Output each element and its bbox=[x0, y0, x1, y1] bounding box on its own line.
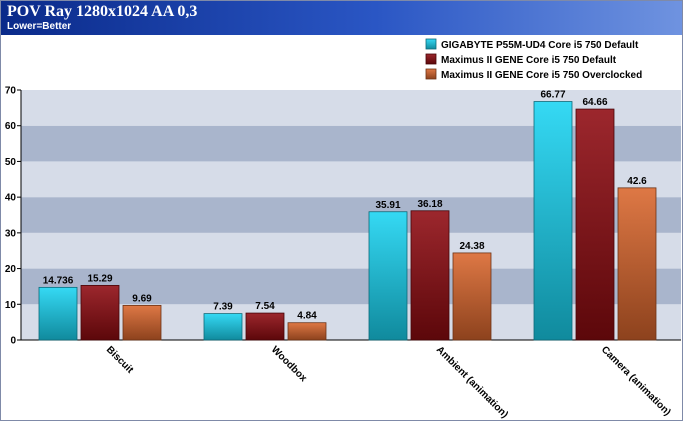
bar bbox=[410, 210, 450, 341]
bar bbox=[38, 286, 78, 341]
legend-label: GIGABYTE P55M-UD4 Core i5 750 Default bbox=[441, 40, 639, 51]
bar bbox=[287, 322, 327, 341]
legend-swatch bbox=[425, 68, 437, 80]
chart-subtitle: Lower=Better bbox=[7, 21, 72, 32]
legend-label: Maximus II GENE Core i5 750 Default bbox=[441, 55, 617, 66]
category-label: Camera (animation) bbox=[599, 344, 673, 418]
chart-title: POV Ray 1280x1024 AA 0,3 bbox=[7, 3, 198, 20]
y-tick-label: 40 bbox=[5, 193, 17, 204]
category-label: Woodbox bbox=[269, 344, 309, 384]
legend-swatch bbox=[425, 53, 437, 65]
y-tick-label: 50 bbox=[5, 157, 17, 168]
bar bbox=[245, 312, 285, 341]
bar bbox=[80, 284, 120, 341]
data-label: 36.18 bbox=[417, 199, 442, 210]
bars bbox=[38, 101, 657, 341]
y-tick-label: 20 bbox=[5, 264, 17, 275]
data-label: 15.29 bbox=[87, 273, 112, 284]
data-label: 7.54 bbox=[255, 301, 275, 312]
y-tick-label: 30 bbox=[5, 228, 17, 239]
category-label: Ambient (animation) bbox=[434, 344, 510, 420]
bar bbox=[368, 211, 408, 341]
y-tick-label: 10 bbox=[5, 300, 17, 311]
data-label: 64.66 bbox=[582, 97, 607, 108]
legend: GIGABYTE P55M-UD4 Core i5 750 Default Max… bbox=[425, 38, 642, 81]
y-tick-label: 70 bbox=[5, 86, 17, 97]
category-label: Biscuit bbox=[104, 344, 136, 376]
data-label: 66.77 bbox=[540, 90, 565, 101]
y-tick-label: 0 bbox=[10, 336, 16, 347]
data-label: 35.91 bbox=[375, 200, 400, 211]
y-tick-label: 60 bbox=[5, 121, 17, 132]
data-label: 9.69 bbox=[132, 293, 152, 304]
legend-label: Maximus II GENE Core i5 750 Overclocked bbox=[441, 70, 642, 81]
data-label: 4.84 bbox=[297, 311, 317, 322]
bar bbox=[122, 304, 162, 341]
bar bbox=[533, 101, 573, 341]
bar bbox=[203, 313, 243, 341]
bar bbox=[617, 187, 657, 341]
legend-swatch bbox=[425, 38, 437, 50]
bar bbox=[452, 252, 492, 341]
category-labels: Biscuit Woodbox Ambient (animation) Camera … bbox=[104, 344, 673, 420]
bar bbox=[575, 108, 615, 341]
data-label: 42.6 bbox=[627, 176, 647, 187]
chart-header: POV Ray 1280x1024 AA 0,3 Lower=Better bbox=[1, 1, 682, 35]
data-label: 14.736 bbox=[43, 275, 74, 286]
data-labels: 14.736 15.29 9.69 7.39 7.54 4.84 35.91 36.18 24.… bbox=[43, 90, 647, 322]
data-label: 7.39 bbox=[213, 302, 233, 313]
data-label: 24.38 bbox=[459, 241, 484, 252]
